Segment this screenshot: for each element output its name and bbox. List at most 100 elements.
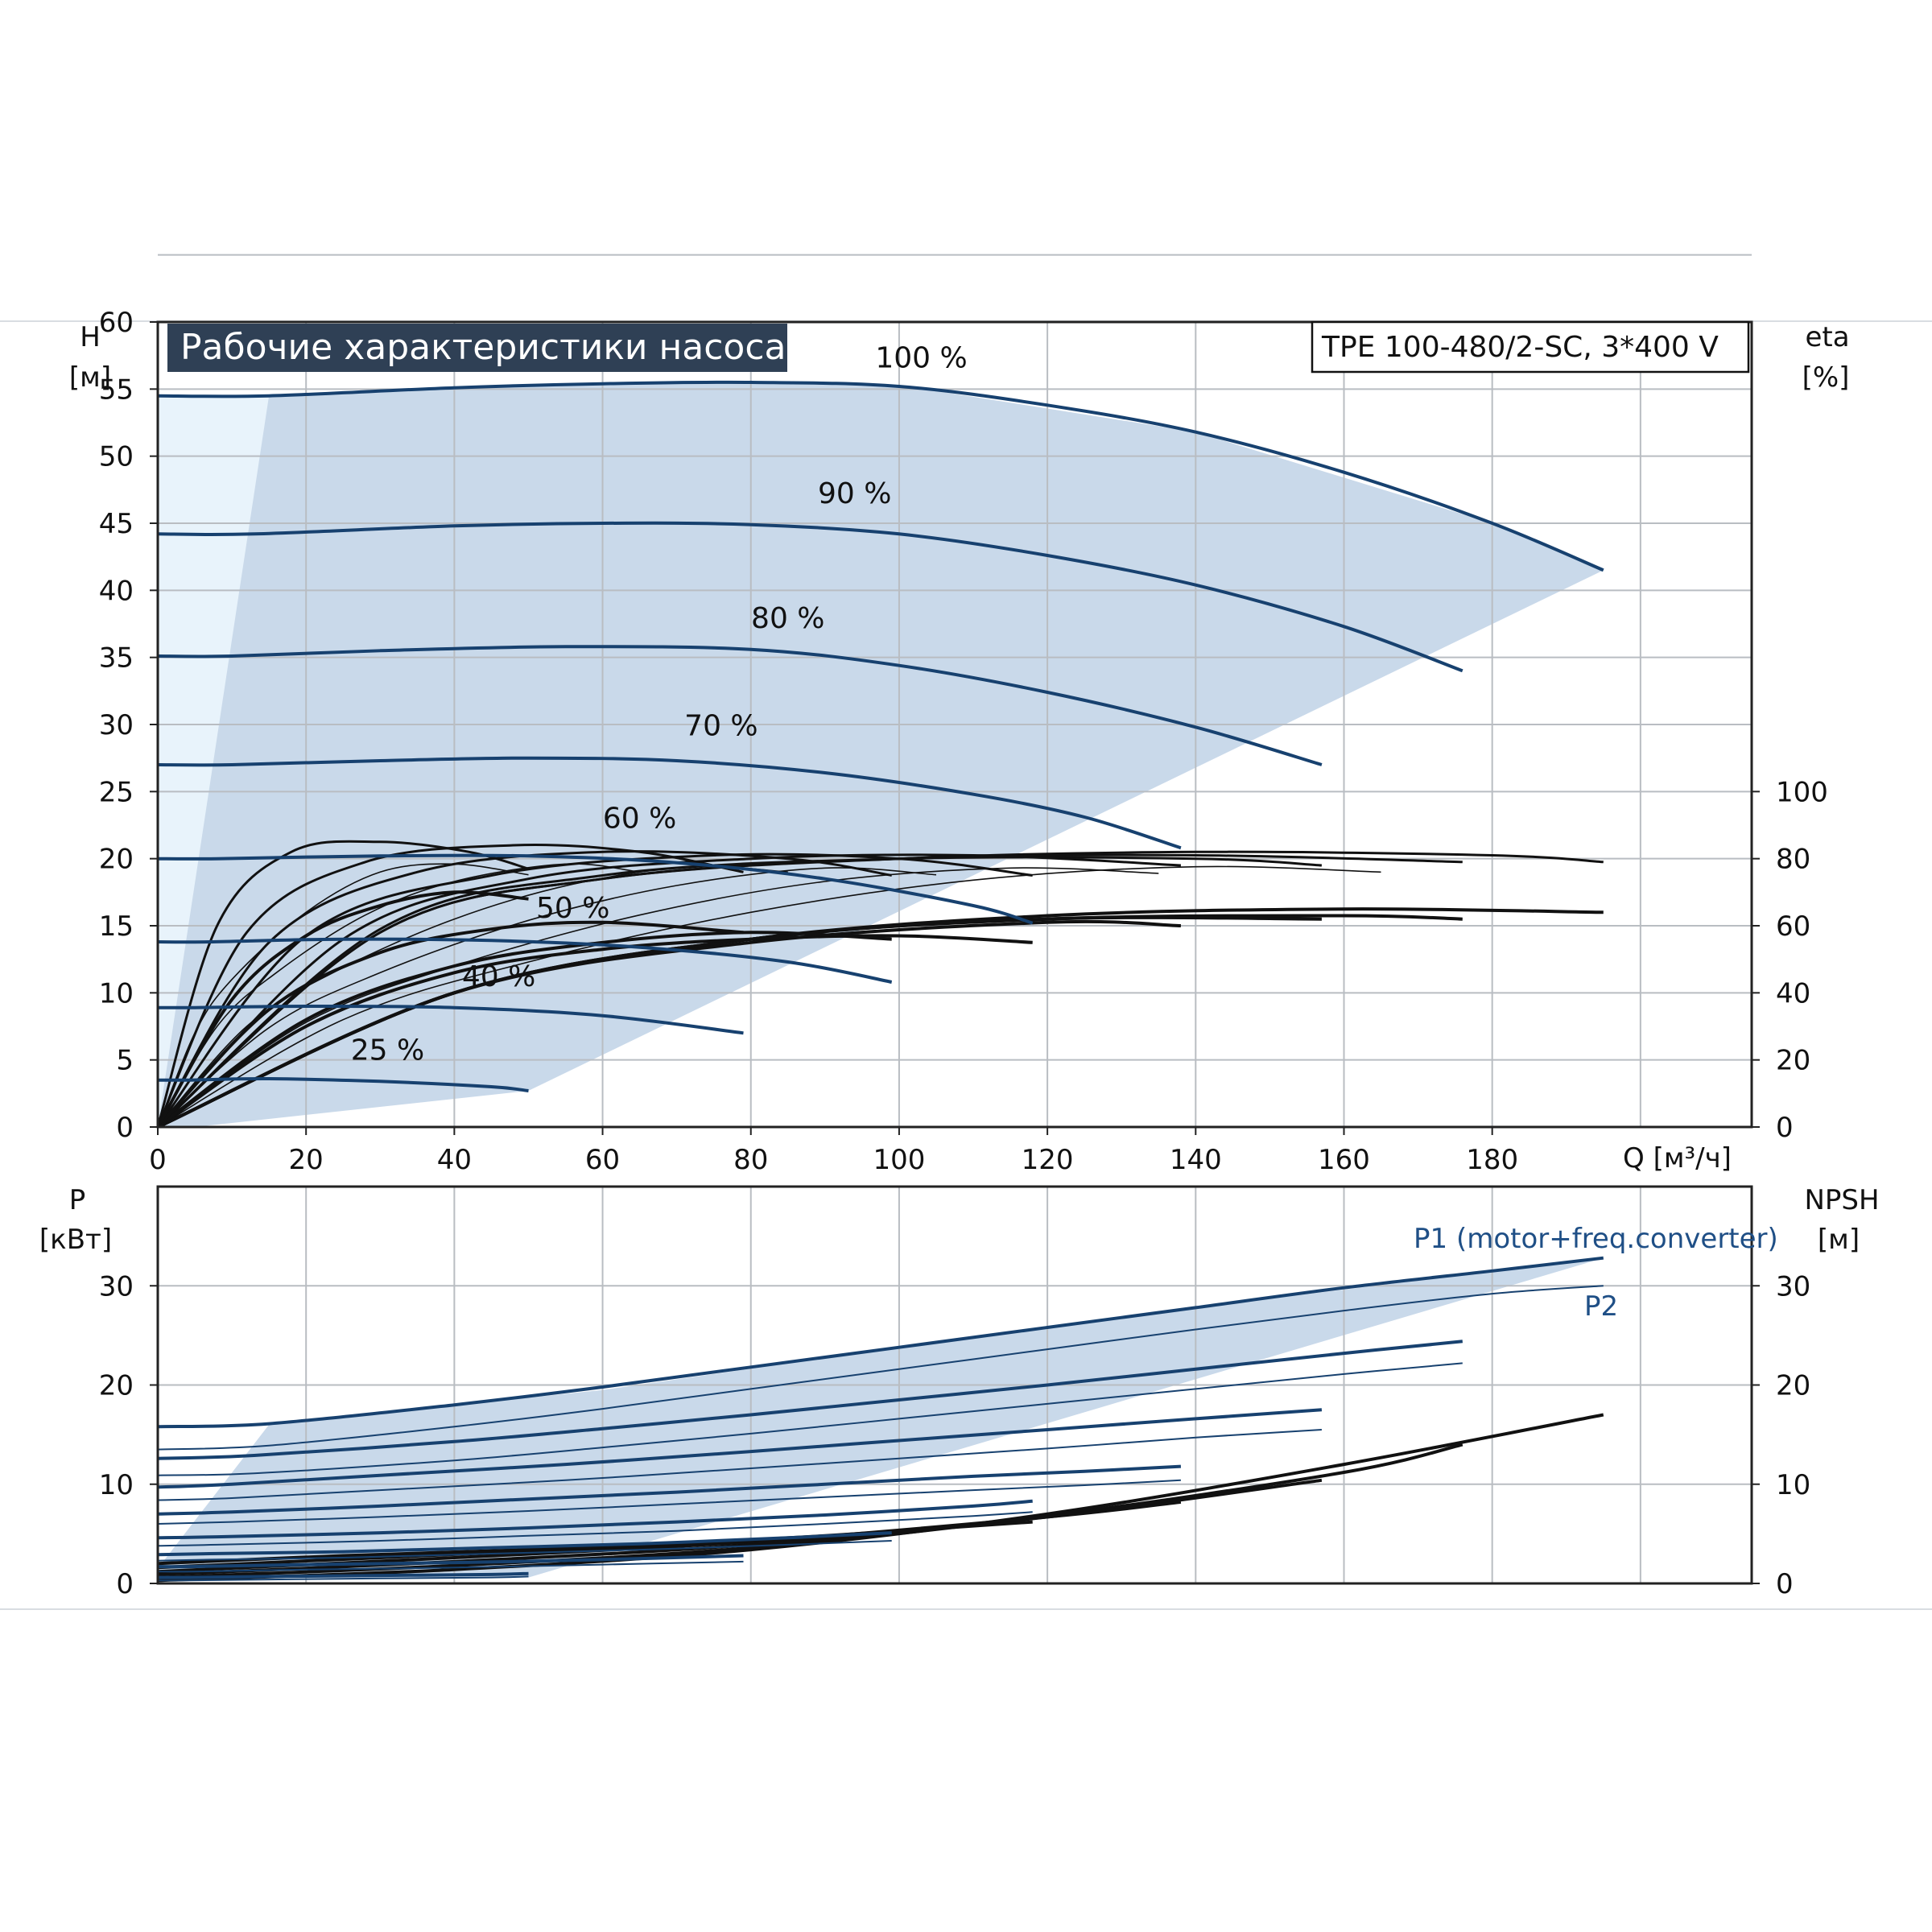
h-axis-unit: [м] bbox=[69, 361, 111, 394]
power-operating-region bbox=[158, 1257, 1604, 1578]
head-ytick-label: 60 bbox=[99, 307, 134, 339]
eta-ytick-label: 60 bbox=[1776, 910, 1810, 943]
head-curve bbox=[158, 1004, 744, 1035]
eta-axis-unit: [%] bbox=[1802, 361, 1850, 394]
eta-axis-label: eta bbox=[1805, 321, 1849, 353]
p2-curve bbox=[158, 1285, 1604, 1451]
p-axis-label: P bbox=[69, 1184, 86, 1216]
head-xtick-label: 40 bbox=[437, 1144, 472, 1176]
head-ytick-label: 10 bbox=[99, 977, 134, 1009]
p1-curve bbox=[158, 1571, 529, 1579]
p1-curve bbox=[158, 1531, 892, 1557]
npsh-axis-unit: [м] bbox=[1818, 1224, 1860, 1256]
p1-curve bbox=[158, 1408, 1323, 1489]
power-ytick-label: 30 bbox=[99, 1270, 134, 1302]
speed-curve-label: 50 % bbox=[536, 892, 609, 925]
head-xtick-label: 180 bbox=[1466, 1144, 1518, 1176]
head-ytick-label: 15 bbox=[99, 910, 134, 943]
npsh-ytick-label: 20 bbox=[1776, 1370, 1810, 1402]
head-thin-curve bbox=[158, 867, 1159, 1127]
chart-title-box bbox=[167, 324, 787, 372]
head-thin-curve bbox=[158, 867, 937, 1127]
speed-curve-label: 60 % bbox=[603, 802, 676, 835]
head-xtick-label: 60 bbox=[585, 1144, 620, 1176]
power-ytick-label: 0 bbox=[116, 1568, 134, 1600]
eta-ytick-label: 20 bbox=[1776, 1045, 1810, 1077]
p2-curve bbox=[158, 1429, 1322, 1501]
head-ytick-label: 25 bbox=[99, 776, 134, 808]
head-ytick-label: 50 bbox=[99, 441, 134, 473]
head-ytick-label: 30 bbox=[99, 709, 134, 741]
head-xtick-label: 140 bbox=[1170, 1144, 1222, 1176]
head-curve bbox=[158, 937, 893, 984]
eta-ytick-label: 100 bbox=[1776, 776, 1828, 808]
speed-curve-label: 100 % bbox=[875, 342, 967, 375]
power-panel: P [кВт] NPSH [м] P1 (motor+freq.converte… bbox=[39, 1184, 1880, 1600]
eta-ytick-label: 0 bbox=[1776, 1112, 1794, 1144]
head-panel: Рабочие характеристики насоса TPE 100-48… bbox=[69, 254, 1850, 1176]
head-curve bbox=[158, 380, 1604, 572]
head-curve bbox=[158, 756, 1182, 850]
p1-curve bbox=[158, 1464, 1181, 1516]
head-xtick-label: 160 bbox=[1318, 1144, 1370, 1176]
head-xtick-label: 80 bbox=[733, 1144, 768, 1176]
p1-curve bbox=[158, 1256, 1604, 1429]
speed-curve-label: 80 % bbox=[751, 602, 824, 635]
p2-curve bbox=[158, 1362, 1463, 1476]
eta-ytick-label: 80 bbox=[1776, 844, 1810, 876]
p2-series-label: P2 bbox=[1584, 1290, 1618, 1323]
head-ytick-label: 45 bbox=[99, 508, 134, 540]
eta-upper-curve bbox=[158, 850, 892, 1127]
p2-curve bbox=[158, 1560, 744, 1573]
npsh-axis-label: NPSH bbox=[1804, 1184, 1879, 1216]
head-thin-curve bbox=[158, 865, 1381, 1127]
speed-curve-label: 70 % bbox=[684, 709, 758, 742]
p2-curve bbox=[158, 1511, 1033, 1547]
p2-curve bbox=[158, 1540, 892, 1562]
head-curve bbox=[158, 1076, 529, 1092]
head-ytick-label: 35 bbox=[99, 642, 134, 675]
head-curve bbox=[158, 521, 1463, 673]
eta-curve bbox=[158, 890, 529, 1127]
npsh-ytick-label: 10 bbox=[1776, 1469, 1810, 1501]
head-xtick-label: 120 bbox=[1022, 1144, 1074, 1176]
head-ytick-label: 5 bbox=[116, 1045, 134, 1077]
eta-upper-curve bbox=[158, 844, 744, 1127]
p2-curve bbox=[158, 1575, 529, 1582]
head-ytick-label: 55 bbox=[99, 374, 134, 406]
h-axis-label: H bbox=[80, 321, 101, 353]
eta-curve bbox=[158, 919, 1181, 1127]
speed-curve-label: 40 % bbox=[462, 960, 535, 993]
head-curve bbox=[158, 853, 1034, 925]
eta-upper-curve bbox=[158, 853, 1463, 1127]
q-axis-label: Q [м³/ч] bbox=[1623, 1142, 1732, 1174]
head-ytick-label: 0 bbox=[116, 1112, 134, 1144]
eta-curve bbox=[158, 934, 1033, 1127]
eta-upper-curve bbox=[158, 852, 1033, 1127]
eta-ytick-label: 40 bbox=[1776, 977, 1810, 1009]
head-xtick-label: 20 bbox=[289, 1144, 324, 1176]
chart-title: Рабочие характеристики насоса bbox=[180, 327, 786, 368]
head-xtick-label: 0 bbox=[149, 1144, 167, 1176]
head-curve bbox=[158, 645, 1323, 766]
eta-curve bbox=[158, 931, 892, 1127]
eta-upper-curve bbox=[158, 840, 529, 1127]
p1-curve bbox=[158, 1340, 1463, 1460]
bottom-divider bbox=[0, 1608, 1932, 1610]
head-ytick-label: 40 bbox=[99, 575, 134, 607]
eta-upper-curve bbox=[158, 853, 1181, 1127]
model-label: TPE 100-480/2-SC, 3*400 V bbox=[1321, 331, 1719, 364]
model-box bbox=[1311, 320, 1750, 374]
speed-curve-label: 25 % bbox=[351, 1034, 424, 1067]
p1-series-label: P1 (motor+freq.converter) bbox=[1414, 1223, 1778, 1255]
npsh-ytick-label: 0 bbox=[1776, 1568, 1794, 1600]
head-ytick-label: 20 bbox=[99, 844, 134, 876]
p2-curve bbox=[158, 1479, 1181, 1525]
power-ytick-label: 10 bbox=[99, 1469, 134, 1501]
p1-curve bbox=[158, 1554, 744, 1569]
p-axis-unit: [кВт] bbox=[39, 1224, 112, 1256]
power-ytick-label: 20 bbox=[99, 1370, 134, 1402]
p1-curve bbox=[158, 1499, 1033, 1540]
head-xtick-label: 100 bbox=[873, 1144, 925, 1176]
